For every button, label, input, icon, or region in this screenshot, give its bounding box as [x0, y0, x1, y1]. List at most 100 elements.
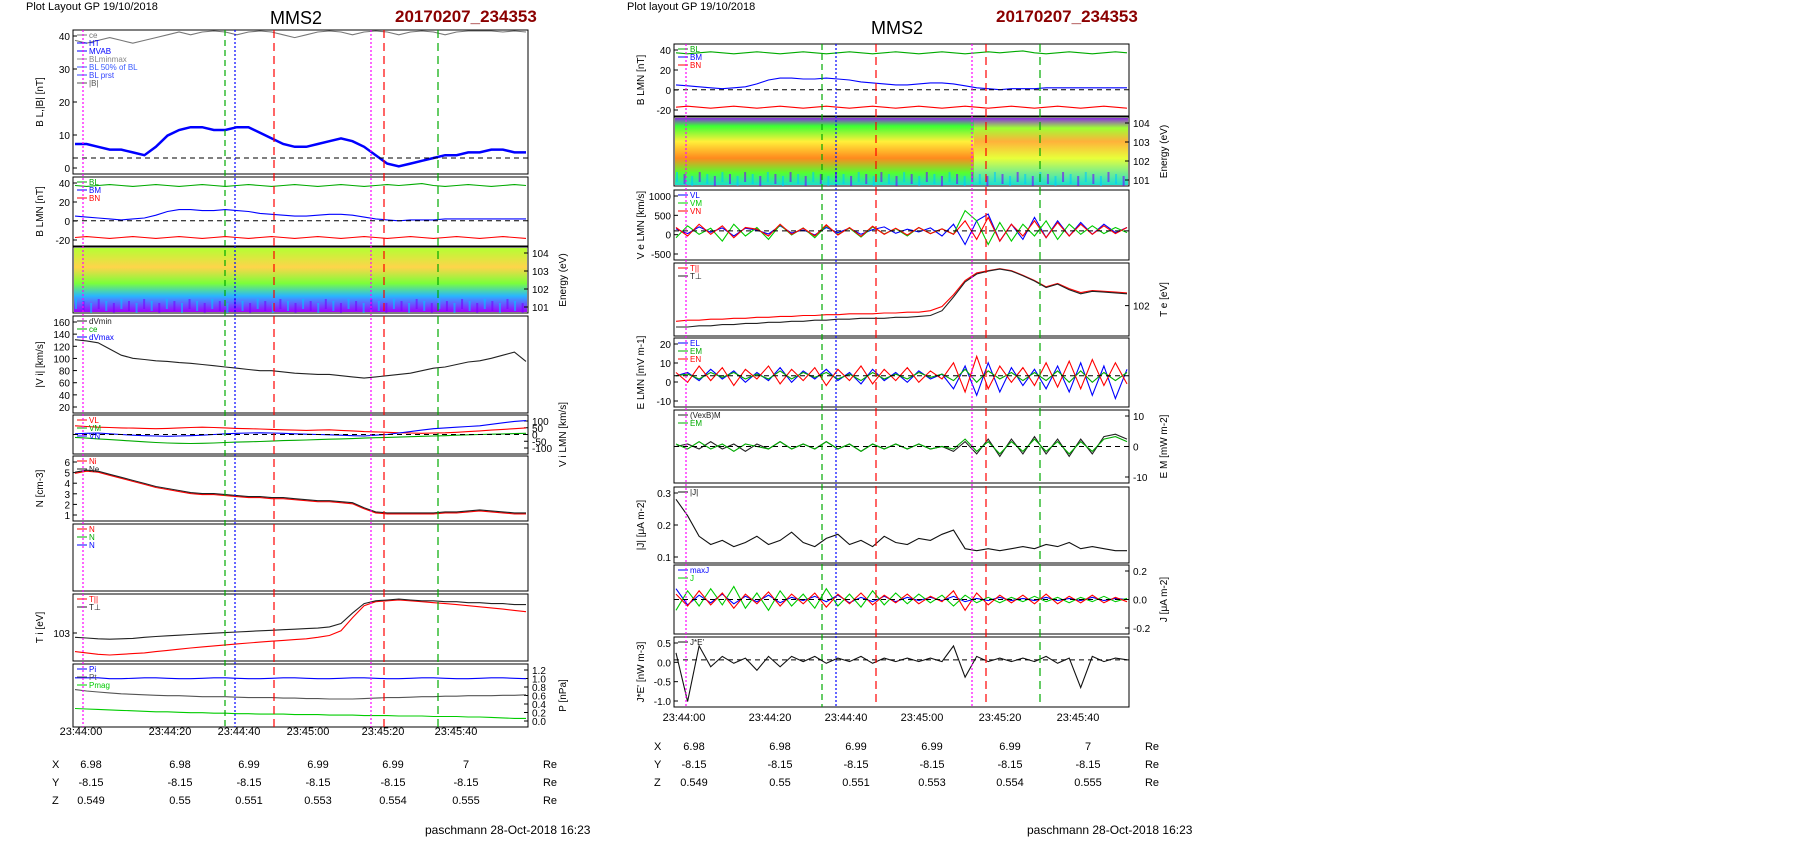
legend-label: Ne: [89, 465, 100, 474]
y-tick-label: 50: [532, 424, 544, 435]
spectrogram-pixel: [1115, 174, 1118, 184]
author-stamp-left: paschmann 28-Oct-2018 16:23: [425, 823, 591, 837]
position-row-label: Z: [654, 777, 661, 789]
position-unit: Re: [1145, 741, 1159, 753]
legend-label: BL 50% of BL: [89, 63, 138, 72]
legend-label: ce: [89, 325, 98, 334]
spectrogram-pixel: [347, 299, 350, 309]
y-tick-label: 20: [59, 198, 71, 209]
layout-label-right: Plot layout GP 19/10/2018: [627, 1, 756, 13]
y-tick-label: 500: [654, 211, 671, 222]
y-tick-label: 0: [665, 86, 671, 97]
position-value: 6.99: [845, 741, 866, 753]
spectrogram-pixel: [963, 176, 966, 186]
series-j-e--line: [675, 644, 1128, 702]
position-value: 6.99: [307, 759, 328, 771]
spectrogram-pixel: [759, 176, 762, 186]
y-tick-label: 20: [660, 340, 672, 351]
y-tick-label: 1000: [649, 192, 672, 203]
time-tick-label: 23:45:40: [1057, 712, 1100, 724]
y-tick-label: -20: [56, 236, 71, 247]
position-row-label: X: [52, 759, 60, 771]
legend-label: ce: [89, 31, 98, 40]
y-tick-label: 101: [1133, 176, 1150, 187]
y-tick-label: 0: [532, 431, 538, 442]
legend-label: BLminmax: [89, 55, 127, 64]
spectrogram-pixel: [408, 303, 411, 313]
panel-frame: [72, 663, 529, 728]
y-axis-label: B LMN [nT]: [35, 186, 46, 237]
position-value: -8.15: [453, 777, 478, 789]
series-p-i-line: [75, 677, 527, 680]
spectrogram-pixel: [324, 299, 327, 309]
y-axis-label: N [cm-3]: [35, 469, 46, 507]
legend-label: VL: [89, 416, 99, 425]
series-n-e-line: [74, 469, 526, 514]
legend-label: maxJ: [690, 566, 709, 575]
spectrogram-pixel: [895, 176, 898, 186]
position-unit: Re: [1145, 759, 1159, 771]
spectrogram-pixel: [362, 303, 365, 313]
series-e-n-line: [675, 354, 1128, 394]
panel-frame: [673, 116, 1130, 187]
spectrogram-pixel: [1016, 172, 1019, 182]
position-value: 6.99: [382, 759, 403, 771]
spectrogram-pixel: [698, 172, 701, 182]
legend-label: EM: [690, 347, 702, 356]
position-value: 6.98: [769, 741, 790, 753]
panel-frame: [673, 262, 1130, 337]
energy-spectrogram-hot-region: [974, 118, 1128, 185]
spectrogram-pixel: [1099, 176, 1102, 186]
spectrogram-pixel: [736, 176, 739, 186]
spectrogram-pixel: [728, 174, 731, 184]
spectrogram-pixel: [903, 172, 906, 182]
y-tick-label: 0.2: [1133, 567, 1147, 578]
spectrogram-pixel: [249, 303, 252, 313]
position-value: -8.15: [843, 759, 868, 771]
y-tick-label: 100: [53, 354, 70, 365]
spectrogram-pixel: [294, 303, 297, 313]
spacecraft-title-right: MMS2: [871, 18, 924, 38]
y-tick-label: -10: [657, 397, 672, 408]
y-tick-label: 6: [64, 458, 70, 469]
spectrogram-pixel: [514, 301, 517, 311]
position-row-label: X: [654, 741, 662, 753]
y-axis-label: J*E' [nW m-3]: [636, 641, 647, 702]
position-value: -8.15: [305, 777, 330, 789]
spectrogram-pixel: [842, 174, 845, 184]
series-p-mag-line: [74, 707, 526, 719]
y-tick-label: -20: [657, 106, 672, 117]
spectrogram-pixel: [774, 174, 777, 184]
series-v-l-line: [74, 425, 527, 434]
spectrogram-pixel: [1024, 174, 1027, 184]
time-tick-label: 23:44:20: [149, 726, 192, 738]
legend-label: VM: [89, 424, 101, 433]
spectrogram-pixel: [766, 172, 769, 182]
legend-label: N: [89, 533, 95, 542]
y-axis-label: J [μA m-2]: [1159, 577, 1170, 622]
position-unit: Re: [543, 759, 557, 771]
y-tick-label: 40: [59, 179, 71, 190]
panel-left-2: 104 103 102 101 Energy (eV): [72, 246, 569, 314]
spectrogram-pixel: [158, 303, 161, 313]
y-axis-label: B LMN [nT]: [636, 55, 647, 106]
legend-label: VN: [690, 207, 701, 216]
y-tick-label: 60: [59, 379, 71, 390]
panel-frame: [72, 455, 529, 522]
spectrogram-pixel: [241, 301, 244, 311]
spectrogram-pixel: [127, 301, 130, 311]
spacecraft-title-left: MMS2: [270, 8, 323, 28]
series-e-l-line: [675, 361, 1128, 401]
position-value: 6.99: [999, 741, 1020, 753]
series-v-m-line: [74, 432, 527, 445]
spectrogram-pixel: [918, 176, 921, 186]
legend-label: EM: [690, 419, 702, 428]
series-t--line: [675, 268, 1128, 322]
spectrogram-pixel: [781, 176, 784, 186]
panel-frame: [673, 636, 1130, 708]
legend-label: Pi: [89, 665, 96, 674]
